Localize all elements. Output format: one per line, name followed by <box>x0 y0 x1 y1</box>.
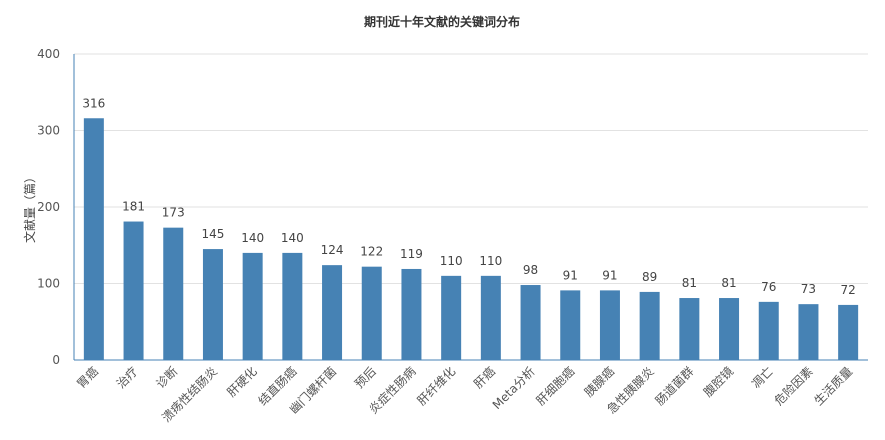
bar <box>123 221 144 360</box>
data-label: 124 <box>321 243 344 257</box>
y-tick-label: 0 <box>52 353 60 367</box>
x-tick-label: 肠道菌群 <box>653 364 697 408</box>
x-tick-label: 肝硬化 <box>224 364 259 399</box>
bar <box>282 252 303 360</box>
data-label: 119 <box>400 247 423 261</box>
x-tick-label: 凋亡 <box>749 364 776 391</box>
bar <box>441 275 462 360</box>
data-label: 140 <box>241 231 264 245</box>
y-axis-title: 文献量（篇） <box>22 171 37 243</box>
data-label: 110 <box>440 254 463 268</box>
data-label: 91 <box>563 268 578 282</box>
x-tick-label: 肝纤维化 <box>414 364 458 408</box>
bar <box>599 290 620 360</box>
data-label: 110 <box>479 254 502 268</box>
x-tick-label: 肝细胞癌 <box>533 364 578 409</box>
x-tick-label: Meta分析 <box>490 364 538 412</box>
data-label: 122 <box>360 245 383 259</box>
bar <box>639 291 660 360</box>
data-label: 89 <box>642 270 657 284</box>
x-tick-label: 肝癌 <box>470 364 498 392</box>
y-tick-label: 300 <box>37 124 60 138</box>
data-label: 98 <box>523 263 538 277</box>
grid-lines <box>74 53 868 284</box>
data-label: 173 <box>162 206 185 220</box>
data-label: 72 <box>841 283 856 297</box>
y-tick-label: 400 <box>37 47 60 61</box>
x-tick-label: 诊断 <box>153 364 181 392</box>
bar <box>520 285 541 360</box>
x-tick-label: 胰腺癌 <box>581 364 617 400</box>
data-label: 140 <box>281 231 304 245</box>
x-tick-label: 胃癌 <box>73 364 101 392</box>
bar <box>401 268 422 360</box>
bar <box>202 249 223 360</box>
bar <box>361 266 382 360</box>
x-tick-label: 腹腔镜 <box>700 364 736 400</box>
bar <box>83 118 104 360</box>
bar <box>242 252 263 360</box>
bars <box>83 118 859 360</box>
data-labels: 316 181 173 145 140 140 124 122 119 110 110 98 91 91 8… <box>82 96 855 297</box>
x-tick-label: 预后 <box>352 364 379 391</box>
data-label: 81 <box>682 276 697 290</box>
bar <box>838 304 859 360</box>
x-tick-label: 治疗 <box>114 364 141 391</box>
data-label: 181 <box>122 200 145 214</box>
bar <box>719 298 740 360</box>
data-label: 316 <box>82 96 105 110</box>
bar <box>480 275 501 360</box>
data-label: 145 <box>201 227 224 241</box>
bar <box>322 265 343 360</box>
bar <box>679 298 700 360</box>
x-tick-label: 生活质量 <box>811 364 855 408</box>
bar <box>163 227 184 360</box>
chart-title: 期刊近十年文献的关键词分布 <box>364 14 520 29</box>
y-tick-label: 200 <box>37 200 60 214</box>
data-label: 81 <box>721 276 736 290</box>
bar <box>758 301 779 360</box>
data-label: 91 <box>602 268 617 282</box>
y-tick-label: 100 <box>37 277 60 291</box>
bar <box>798 304 819 360</box>
bar <box>560 290 581 360</box>
data-label: 73 <box>801 282 816 296</box>
y-axis-ticks: 0 100 200 300 400 <box>37 47 60 367</box>
data-label: 76 <box>761 280 776 294</box>
x-tick-label: 危险因素 <box>771 364 816 409</box>
